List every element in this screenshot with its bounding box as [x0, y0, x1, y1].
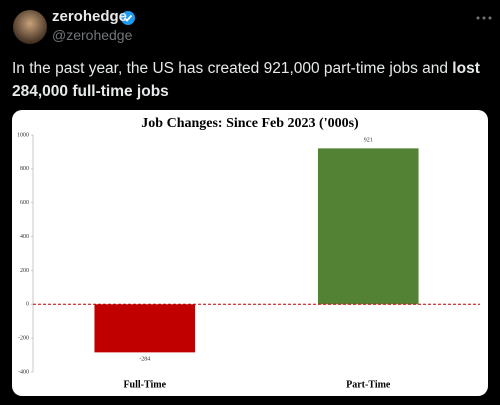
- x-tick-label: Part-Time: [346, 379, 391, 390]
- tweet-text-bold: lost 284,000 full-time jobs: [12, 60, 480, 100]
- verified-check: [123, 14, 133, 22]
- avatar[interactable]: [13, 10, 47, 44]
- user-name[interactable]: zerohedge: [52, 8, 128, 25]
- bar: [94, 304, 196, 353]
- data-label: 921: [364, 138, 373, 144]
- tweet-text-plain: In the past year, the US has created 921…: [12, 60, 453, 77]
- y-tick-label: -200: [18, 336, 29, 342]
- bar: [317, 148, 419, 305]
- chart[interactable]: Job Changes: Since Feb 2023 ('000s) -400…: [12, 110, 488, 396]
- verified-badge: [121, 11, 135, 25]
- y-tick-label: 200: [20, 268, 29, 274]
- y-tick-label: 400: [20, 234, 29, 240]
- y-tick-label: -400: [18, 369, 29, 375]
- x-tick-label: Full-Time: [123, 379, 166, 390]
- y-tick-label: 0: [26, 302, 29, 308]
- tweet-header-icons: [13, 10, 492, 44]
- tweet-text: In the past year, the US has created 921…: [12, 57, 482, 103]
- chart-title: Job Changes: Since Feb 2023 ('000s): [141, 116, 359, 131]
- y-tick-label: 800: [20, 166, 29, 172]
- y-tick-label: 600: [20, 200, 29, 206]
- data-label: -284: [139, 357, 150, 363]
- y-tick-label: 1000: [17, 132, 29, 138]
- more-menu[interactable]: [476, 16, 492, 20]
- user-handle[interactable]: @zerohedge: [52, 27, 133, 43]
